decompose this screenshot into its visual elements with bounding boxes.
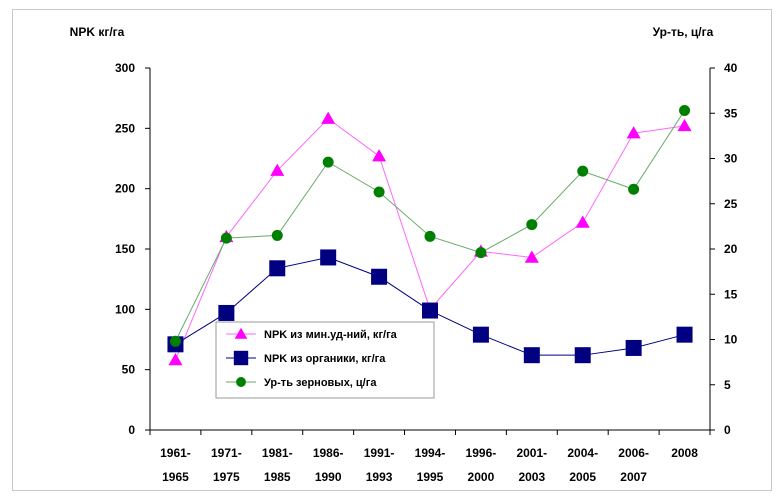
- series-2-point: [422, 302, 438, 319]
- x-tick-label-line2: 1995: [417, 470, 444, 484]
- x-tick-label-line1: 2006-: [618, 446, 649, 460]
- legend-label-1: NPK из мин.уд-ний, кг/га: [264, 329, 398, 341]
- series-1-point: [524, 250, 539, 263]
- right-tick-label: 0: [724, 423, 731, 437]
- series-3-point: [424, 230, 436, 242]
- legend-label-3: Ур-ть зерновых, ц/га: [264, 377, 377, 389]
- series-3-point: [169, 335, 181, 347]
- left-tick-label: 250: [115, 121, 135, 135]
- series-1-point: [626, 126, 641, 139]
- series-2-point: [523, 347, 540, 364]
- x-tick-label-line1: 1996-: [466, 446, 497, 460]
- x-tick-label-line2: 2005: [569, 470, 596, 484]
- left-tick-label: 300: [115, 61, 135, 75]
- x-tick-label-line1: 2004-: [567, 446, 598, 460]
- legend-marker-2: [233, 350, 249, 366]
- chart-frame: [12, 9, 772, 491]
- right-tick-label: 25: [724, 197, 738, 211]
- series-3-point: [679, 105, 691, 117]
- series-1-point: [372, 149, 387, 162]
- axes-group: 0 50 100 150 200 250 300 0 5 10 15 20 25 30 35 40 1961- 1…: [115, 61, 738, 484]
- left-tick-label: 150: [115, 242, 135, 256]
- right-tick-label: 40: [724, 61, 738, 75]
- series-1-point: [168, 353, 183, 366]
- series-2-point: [574, 347, 591, 364]
- right-tick-label: 5: [724, 378, 731, 392]
- x-tick-label-line2: 1975: [213, 470, 240, 484]
- x-tick-label-line2: 1985: [264, 470, 291, 484]
- series-3-point: [322, 156, 334, 168]
- x-tick-label-line1: 2008: [671, 446, 698, 460]
- x-tick-label-line2: 2000: [468, 470, 495, 484]
- right-tick-label: 20: [724, 242, 738, 256]
- left-tick-label: 100: [115, 302, 135, 316]
- x-tick-label-line1: 1971-: [211, 446, 242, 460]
- series-3-point: [526, 219, 538, 231]
- series-layer: [167, 105, 693, 366]
- left-axis-title: NPK кг/га: [70, 25, 125, 39]
- x-tick-label-line1: 1994-: [415, 446, 446, 460]
- right-axis-title: Ур-ть, ц/га: [653, 25, 714, 39]
- series-3-point: [220, 232, 232, 244]
- right-tick-label: 30: [724, 152, 738, 166]
- left-tick-label: 200: [115, 182, 135, 196]
- series-3-point: [577, 165, 589, 177]
- x-tick-label-line2: 2007: [620, 470, 647, 484]
- x-tick-label-line1: 1991-: [364, 446, 395, 460]
- series-1-point: [321, 111, 336, 124]
- left-tick-label: 0: [128, 423, 135, 437]
- right-tick-label: 10: [724, 333, 738, 347]
- series-2-point: [625, 339, 642, 356]
- series-2-point: [218, 304, 235, 321]
- legend-box: [215, 321, 435, 399]
- series-1-point: [270, 163, 285, 176]
- legend-marker-1: [234, 327, 248, 339]
- right-tick-label: 15: [724, 287, 738, 301]
- legend-label-2: NPK из органики, кг/га: [264, 353, 386, 365]
- x-tick-label-line2: 2003: [518, 470, 545, 484]
- x-tick-label-line1: 1986-: [313, 446, 344, 460]
- x-tick-label-line2: 1990: [315, 470, 342, 484]
- series-2-point: [676, 326, 693, 343]
- series-3-point: [475, 247, 487, 259]
- series-1-point: [575, 215, 590, 228]
- series-1-point: [677, 118, 692, 132]
- right-tick-label: 35: [724, 106, 738, 120]
- x-tick-label-line2: 1993: [366, 470, 393, 484]
- series-2-point: [320, 249, 337, 266]
- x-tick-label-line1: 2001-: [516, 446, 547, 460]
- x-tick-label-line1: 1981-: [262, 446, 293, 460]
- series-2-point: [472, 326, 489, 343]
- series-2-point: [269, 260, 286, 277]
- legend: NPK из мин.уд-ний, кг/га NPK из органики,…: [215, 321, 435, 399]
- series-3-point: [373, 186, 385, 198]
- series-3-point: [628, 183, 640, 195]
- series-3-point: [271, 229, 283, 241]
- left-tick-label: 50: [122, 363, 136, 377]
- legend-marker-3: [236, 377, 246, 387]
- series-2-point: [371, 268, 388, 285]
- x-tick-label-line2: 1965: [162, 470, 189, 484]
- x-tick-label-line1: 1961-: [160, 446, 191, 460]
